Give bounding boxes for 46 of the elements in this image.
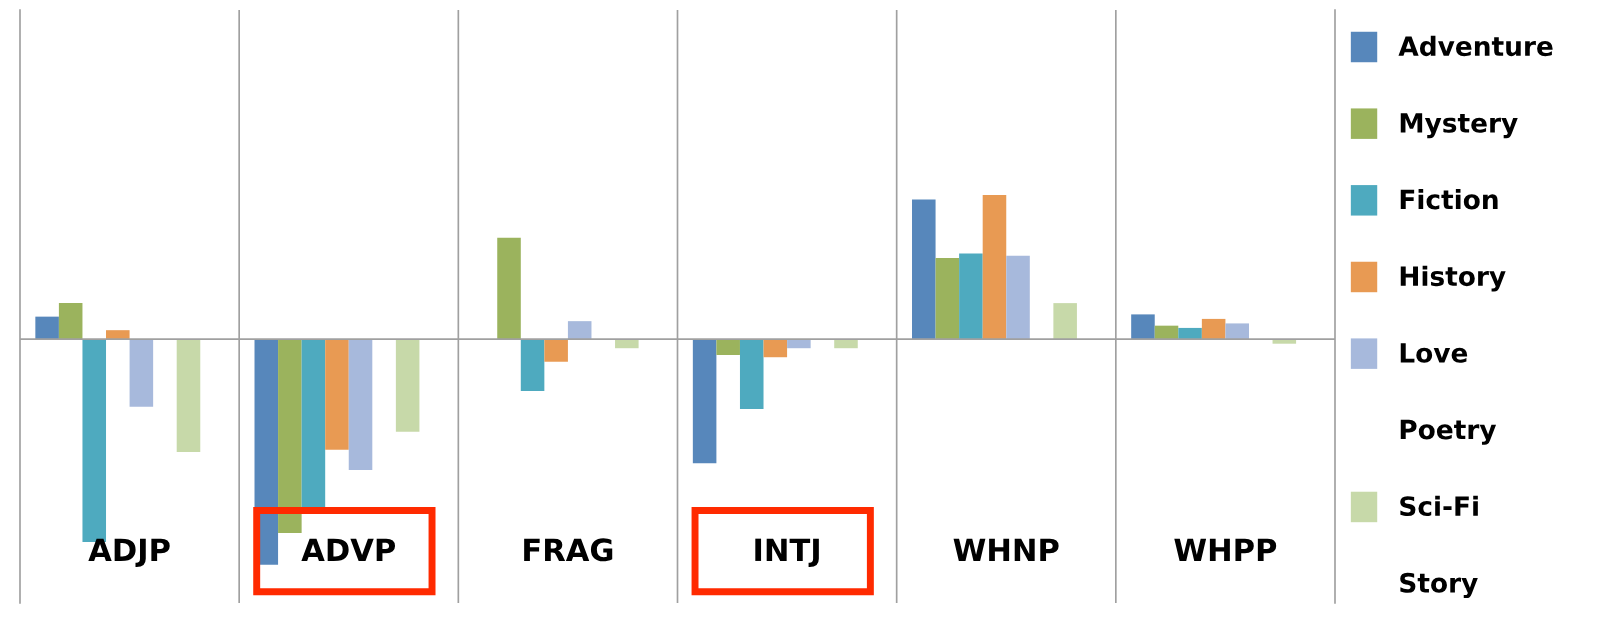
- bar: [912, 199, 936, 340]
- legend-label: Sci-Fi: [1400, 495, 1478, 517]
- bar: [395, 339, 420, 432]
- bar: [1225, 323, 1249, 340]
- bar: [325, 339, 349, 450]
- x-tick-label: INTJ: [755, 538, 819, 568]
- bar: [834, 339, 858, 349]
- bar: [1006, 255, 1030, 340]
- bar: [348, 339, 373, 470]
- bar: [254, 339, 279, 565]
- bar: [982, 194, 1007, 340]
- bar: [739, 339, 764, 410]
- bar: [35, 316, 59, 340]
- bar: [763, 339, 788, 358]
- bar: [935, 258, 960, 340]
- text: Story: [1400, 572, 1478, 599]
- bar: [278, 339, 302, 534]
- x-tick-label: WHNP: [953, 538, 1059, 561]
- legend-label: Adventure: [1398, 35, 1553, 57]
- bar: [1131, 314, 1155, 340]
- bar: [615, 339, 639, 349]
- bar: [692, 339, 717, 464]
- bar: [176, 339, 201, 452]
- legend-label: Fiction: [1400, 189, 1498, 210]
- legend-label: Mystery: [1400, 113, 1518, 139]
- bar: [497, 237, 521, 340]
- bar: [567, 321, 592, 340]
- bar: [106, 330, 130, 340]
- text: Poetry: [1400, 419, 1497, 445]
- x-tick-label: WHPP: [1174, 538, 1277, 561]
- bar: [520, 339, 545, 392]
- bar: [716, 339, 740, 355]
- bar: [129, 339, 154, 407]
- bar: [1178, 327, 1202, 340]
- bar: [1053, 303, 1077, 340]
- x-tick-label: FRAG: [524, 538, 613, 562]
- bar: [301, 339, 326, 509]
- bar: [787, 339, 811, 349]
- bar: [544, 339, 568, 362]
- bar: [58, 303, 83, 340]
- x-tick-label: ADJP: [88, 538, 170, 568]
- legend-label: History: [1400, 265, 1506, 292]
- x-tick-label: ADVP: [301, 538, 396, 561]
- legend-label: Love: [1400, 343, 1468, 363]
- bar: [1201, 318, 1226, 340]
- bar: [959, 253, 983, 340]
